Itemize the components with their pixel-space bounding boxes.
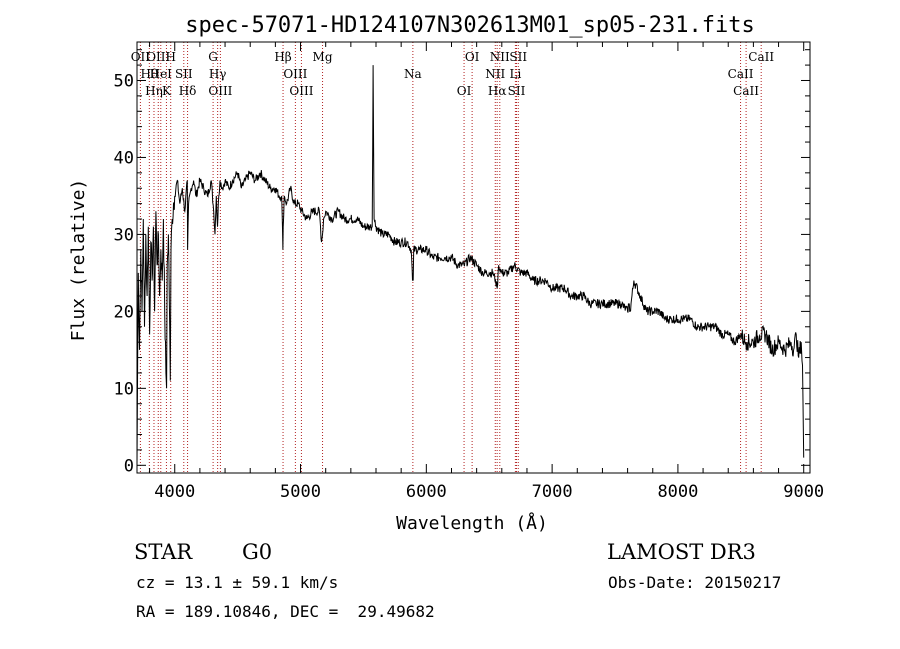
emission-line-label: Hδ: [179, 84, 197, 98]
emission-line-label: HeI: [150, 67, 173, 81]
emission-line-label: OI: [465, 50, 480, 64]
emission-line-label: OIII: [283, 67, 307, 81]
y-tick-label: 50: [114, 71, 134, 91]
emission-line-label: Hθ: [140, 67, 158, 81]
flux-spectrum-line: [136, 65, 805, 466]
emission-line-label: OII: [131, 50, 151, 64]
emission-line-label: NII: [490, 50, 510, 64]
emission-line-label: CaII: [733, 84, 759, 98]
observation-date: Obs-Date: 20150217: [608, 573, 782, 592]
y-axis-ticks: 0 10 20 30 40 50: [114, 49, 810, 476]
emission-line-label: K: [162, 84, 172, 98]
emission-line-label: SII: [175, 67, 193, 81]
emission-line-label: OIII: [289, 84, 313, 98]
emission-line-label: Hα: [488, 84, 507, 98]
y-tick-label: 40: [114, 148, 134, 168]
object-class: STAR: [134, 540, 193, 564]
emission-line-label: Hβ: [274, 50, 291, 64]
x-tick-label: 6000: [406, 482, 447, 502]
emission-line-label: OIII: [146, 50, 170, 64]
y-tick-label: 0: [124, 456, 134, 476]
emission-line-label: G: [208, 50, 218, 64]
x-tick-label: 4000: [154, 482, 195, 502]
x-tick-label: 7000: [532, 482, 573, 502]
chart-title: spec-57071-HD124107N302613M01_sp05-231.f…: [185, 13, 755, 38]
y-tick-label: 30: [114, 225, 134, 245]
emission-line-label: Hγ: [209, 67, 227, 81]
emission-line-label: OI: [457, 84, 472, 98]
emission-line-label: OIII: [208, 84, 232, 98]
emission-line-label: Hη: [145, 84, 163, 98]
sky-coordinates: RA = 189.10846, DEC = 29.49682: [136, 602, 435, 621]
emission-line-label: SII: [509, 50, 527, 64]
emission-line-labels: OIIHθHηOIIIHeIKHSIIHδGHγOIIIHβOIIIOIIIMg…: [131, 50, 775, 98]
emission-line-label: NII: [485, 67, 505, 81]
x-tick-label: 5000: [280, 482, 321, 502]
y-tick-label: 10: [114, 379, 134, 399]
x-axis-label: Wavelength (Å): [396, 512, 548, 534]
emission-line-label: CaII: [728, 67, 754, 81]
survey-name: LAMOST DR3: [607, 540, 756, 564]
emission-line-label: Na: [404, 67, 422, 81]
emission-line-label: Mg: [313, 50, 333, 64]
emission-line-label: H: [165, 50, 175, 64]
x-tick-label: 9000: [783, 482, 824, 502]
emission-line-label: Li: [509, 67, 521, 81]
emission-line-label: CaII: [748, 50, 774, 64]
x-axis-ticks: 4000 5000 6000 7000 8000 9000: [149, 42, 824, 502]
y-axis-label: Flux (relative): [68, 179, 89, 342]
redshift-value: cz = 13.1 ± 59.1 km/s: [136, 573, 339, 592]
emission-line-label: SII: [508, 84, 526, 98]
spectrum-plot: spec-57071-HD124107N302613M01_sp05-231.f…: [68, 13, 824, 534]
y-tick-label: 20: [114, 302, 134, 322]
plot-frame: [136, 41, 811, 474]
x-tick-label: 8000: [657, 482, 698, 502]
object-subclass: G0: [242, 540, 273, 564]
